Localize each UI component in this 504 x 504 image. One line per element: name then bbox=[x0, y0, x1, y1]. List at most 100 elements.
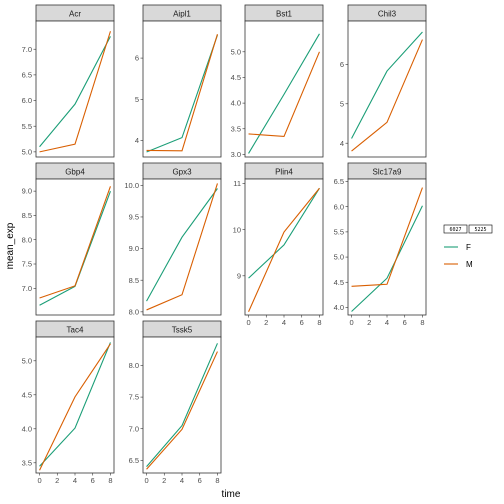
y-tick-label: 3.0 bbox=[231, 150, 241, 159]
facet-strip-label: Bst1 bbox=[276, 10, 293, 19]
series-line-m bbox=[39, 343, 111, 471]
y-tick-label: 5.5 bbox=[22, 122, 32, 131]
x-tick-label: 8 bbox=[317, 318, 321, 327]
y-tick-label: 9.0 bbox=[22, 187, 32, 196]
y-tick-label: 9 bbox=[237, 271, 241, 280]
x-tick-label: 0 bbox=[144, 476, 148, 485]
y-tick-label: 4.0 bbox=[22, 424, 32, 433]
panel-background bbox=[35, 178, 115, 316]
y-tick-label: 7.5 bbox=[22, 260, 32, 269]
series-line-m bbox=[146, 183, 218, 311]
x-tick-label: 2 bbox=[367, 318, 371, 327]
facet-strip-label: Aipl1 bbox=[173, 10, 191, 19]
y-tick-label: 8.5 bbox=[22, 211, 32, 220]
y-axis-title: mean_exp bbox=[5, 222, 16, 269]
series-line-m bbox=[351, 39, 423, 152]
facet-panel-slc17a9: Slc17a9 4.0 4.5 5.0 5.5 6.0 6.5 0 2 4 6 8 bbox=[334, 162, 427, 327]
y-tick-label: 6.0 bbox=[334, 202, 344, 211]
panel-background bbox=[347, 20, 427, 158]
x-tick-label: 0 bbox=[37, 476, 41, 485]
x-tick-label: 2 bbox=[55, 476, 59, 485]
facet-strip-label: Chil3 bbox=[378, 10, 397, 19]
facet-panel-tac4: Tac4 3.5 4.0 4.5 5.0 0 2 4 6 8 bbox=[22, 320, 115, 485]
y-tick-label: 6.5 bbox=[22, 70, 32, 79]
panel-background bbox=[35, 20, 115, 158]
y-tick-label: 7.0 bbox=[22, 45, 32, 54]
series-line-f bbox=[39, 36, 111, 148]
y-tick-label: 5.0 bbox=[231, 47, 241, 56]
y-tick-label: 7.0 bbox=[22, 284, 32, 293]
x-tick-label: 6 bbox=[198, 476, 202, 485]
x-axis-title: time bbox=[222, 489, 241, 500]
legend-title-glyph: 6027 bbox=[449, 227, 461, 233]
x-tick-label: 0 bbox=[246, 318, 250, 327]
panel-background bbox=[244, 178, 324, 316]
facet-strip-label: Tac4 bbox=[67, 326, 84, 335]
y-tick-label: 4 bbox=[135, 136, 139, 145]
y-tick-label: 8.0 bbox=[129, 361, 139, 370]
series-line-f bbox=[146, 343, 218, 468]
y-tick-label: 5 bbox=[135, 95, 139, 104]
y-tick-label: 5 bbox=[340, 99, 344, 108]
y-tick-label: 5.0 bbox=[22, 356, 32, 365]
legend: 6027 5225 FM bbox=[443, 224, 493, 269]
series-line-m bbox=[146, 34, 218, 152]
x-tick-label: 2 bbox=[162, 476, 166, 485]
panel-background bbox=[142, 20, 222, 158]
y-tick-label: 5.0 bbox=[22, 147, 32, 156]
series-line-f bbox=[39, 342, 111, 467]
y-tick-label: 6.0 bbox=[22, 96, 32, 105]
y-tick-label: 10 bbox=[233, 225, 241, 234]
facet-panel-gpx3: Gpx3 8.0 8.5 9.0 9.5 10.0 bbox=[124, 162, 222, 316]
y-tick-label: 5.5 bbox=[334, 227, 344, 236]
facet-strip-label: Acr bbox=[69, 10, 81, 19]
x-tick-label: 8 bbox=[215, 476, 219, 485]
facet-panel-chil3: Chil3 4 5 6 bbox=[340, 4, 427, 158]
series-line-m bbox=[248, 51, 320, 138]
series-line-m bbox=[248, 187, 320, 312]
y-tick-label: 4.5 bbox=[334, 278, 344, 287]
y-tick-label: 4 bbox=[340, 139, 344, 148]
facet-strip-label: Plin4 bbox=[275, 168, 293, 177]
y-tick-label: 3.5 bbox=[231, 124, 241, 133]
facet-strip-label: Gpx3 bbox=[172, 168, 192, 177]
facet-panel-acr: Acr 5.0 5.5 6.0 6.5 7.0 bbox=[22, 4, 115, 158]
y-tick-label: 4.0 bbox=[334, 303, 344, 312]
series-line-f bbox=[351, 31, 423, 139]
panel-background bbox=[142, 336, 222, 474]
x-tick-label: 0 bbox=[349, 318, 353, 327]
legend-title-glyph-box bbox=[443, 224, 468, 234]
x-tick-label: 4 bbox=[282, 318, 286, 327]
x-tick-label: 4 bbox=[180, 476, 184, 485]
y-tick-label: 8.0 bbox=[22, 235, 32, 244]
y-tick-label: 8.5 bbox=[129, 276, 139, 285]
series-line-f bbox=[248, 33, 320, 154]
x-tick-label: 4 bbox=[385, 318, 389, 327]
y-tick-label: 9.0 bbox=[129, 244, 139, 253]
facet-panel-tssk5: Tssk5 6.5 7.0 7.5 8.0 0 2 4 6 8 bbox=[129, 320, 222, 485]
facet-panel-bst1: Bst1 3.0 3.5 4.0 4.5 5.0 bbox=[231, 4, 324, 159]
y-tick-label: 7.0 bbox=[129, 424, 139, 433]
facet-panels: Acr 5.0 5.5 6.0 6.5 7.0 Aipl1 4 5 6 Bst1 3.0 3.5 4.0 4… bbox=[22, 4, 427, 485]
facet-strip-label: Gbp4 bbox=[65, 168, 85, 177]
x-tick-label: 8 bbox=[420, 318, 424, 327]
series-line-f bbox=[351, 205, 423, 312]
y-tick-label: 6.5 bbox=[129, 456, 139, 465]
x-tick-label: 2 bbox=[264, 318, 268, 327]
y-tick-label: 4.5 bbox=[231, 73, 241, 82]
facet-panel-plin4: Plin4 9 10 11 0 2 4 6 8 bbox=[233, 162, 324, 327]
x-tick-label: 6 bbox=[91, 476, 95, 485]
y-tick-label: 7.5 bbox=[129, 393, 139, 402]
series-line-f bbox=[248, 187, 320, 279]
series-line-f bbox=[146, 34, 218, 153]
facet-panel-aipl1: Aipl1 4 5 6 bbox=[135, 4, 222, 158]
x-tick-label: 6 bbox=[300, 318, 304, 327]
x-tick-label: 4 bbox=[73, 476, 77, 485]
y-tick-label: 4.0 bbox=[231, 99, 241, 108]
y-tick-label: 6 bbox=[135, 54, 139, 63]
y-tick-label: 4.5 bbox=[22, 390, 32, 399]
series-line-m bbox=[146, 351, 218, 470]
series-line-m bbox=[351, 187, 423, 287]
series-line-m bbox=[39, 186, 111, 299]
